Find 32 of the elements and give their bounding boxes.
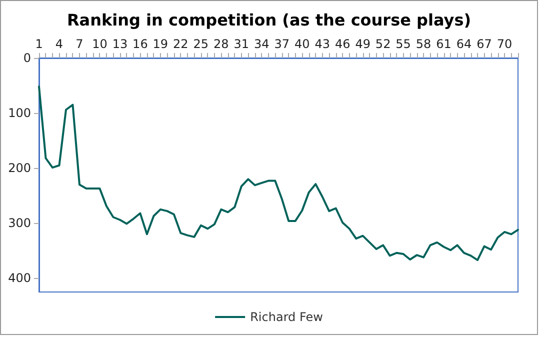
x-tick-label: 13 [112, 37, 128, 51]
x-tick-label: 58 [416, 37, 432, 51]
x-tick-label: 49 [355, 37, 370, 51]
x-tick-label: 37 [274, 37, 290, 51]
x-tick-label: 61 [436, 37, 452, 51]
x-tick-label: 64 [456, 37, 472, 51]
x-tick-label: 67 [476, 37, 492, 51]
x-tick-label: 7 [76, 37, 84, 51]
x-tick-label: 1 [35, 37, 43, 51]
x-tick-label: 46 [334, 37, 350, 51]
line-series [38, 86, 519, 262]
x-tick-label: 28 [214, 37, 229, 51]
x-tick-label: 25 [193, 37, 209, 51]
x-tick-label: 16 [132, 37, 148, 51]
x-tick-label: 55 [396, 37, 411, 51]
y-tick-label: 100 [8, 106, 31, 120]
y-tick-label: 200 [8, 161, 31, 176]
legend-label: Richard Few [250, 310, 324, 324]
x-tick-label: 31 [234, 37, 250, 51]
x-tick-label: 43 [314, 37, 330, 51]
x-tick-label: 34 [254, 37, 270, 51]
y-tick-label: 0 [23, 51, 31, 65]
x-tick-label: 19 [152, 37, 168, 51]
y-tick-label: 300 [8, 216, 31, 230]
x-tick-label: 70 [496, 37, 512, 51]
x-tick-label: 40 [294, 37, 310, 51]
x-tick-label: 4 [55, 37, 64, 51]
x-tick-label: 22 [173, 37, 188, 51]
x-tick-label: 10 [92, 37, 108, 51]
chart-title: Ranking in competition (as the course plays) [66, 10, 472, 30]
y-tick-label: 400 [8, 271, 31, 286]
x-tick-label: 52 [375, 37, 391, 51]
